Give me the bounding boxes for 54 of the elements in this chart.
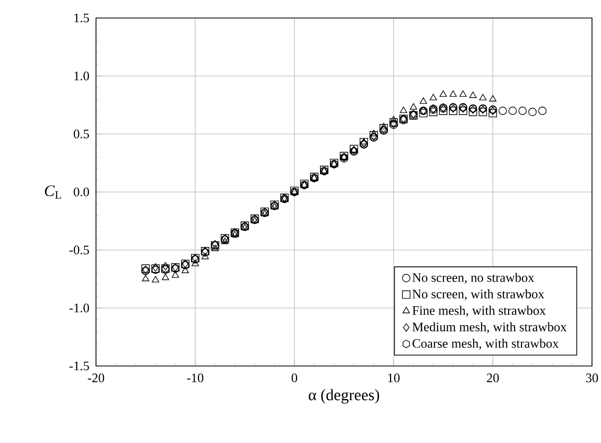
point	[518, 106, 527, 115]
x-tick-label: -10	[187, 374, 204, 382]
y-tick-label: 0.0	[74, 188, 89, 196]
point	[430, 94, 437, 100]
point	[400, 106, 408, 114]
y-tick-label: 1.0	[74, 72, 89, 80]
point	[182, 266, 189, 274]
point	[192, 260, 199, 266]
point	[221, 238, 229, 244]
y-tick-label: -1.5	[69, 362, 89, 370]
legend-label: No screen, with strawbox	[412, 289, 544, 300]
point	[419, 108, 428, 118]
y-tick-label: 0.5	[74, 130, 89, 138]
point	[458, 106, 468, 115]
point	[488, 108, 497, 118]
point	[390, 116, 398, 122]
point	[162, 274, 170, 280]
point	[468, 108, 478, 116]
point	[429, 108, 438, 116]
point	[142, 274, 150, 282]
point	[152, 276, 160, 282]
point	[439, 106, 448, 115]
x-tick-label: 10	[388, 374, 400, 382]
point	[478, 108, 488, 116]
legend-label: No screen, no strawbox	[412, 272, 534, 284]
point	[459, 90, 467, 97]
point	[201, 252, 209, 260]
y-tick-label: 1.5	[74, 14, 89, 22]
x-axis-title: α (degrees)	[308, 389, 380, 404]
y-tick-label: -0.5	[69, 246, 89, 254]
legend-label: Fine mesh, with strawbox	[412, 306, 546, 317]
point	[448, 106, 458, 115]
point	[172, 271, 179, 278]
legend-label: Coarse mesh, with strawbox	[412, 338, 559, 350]
point	[449, 90, 457, 97]
point	[489, 95, 496, 102]
point	[162, 262, 169, 270]
x-tick-label: -20	[88, 374, 104, 382]
point	[528, 108, 537, 116]
y-axis-title: C$_{L}$	[44, 185, 61, 199]
point	[440, 90, 447, 97]
point	[420, 97, 427, 104]
point	[538, 106, 547, 115]
point	[508, 106, 517, 115]
y-tick-label: -1.0	[69, 304, 89, 312]
point	[469, 92, 477, 98]
x-tick-label: 20	[486, 374, 499, 382]
point	[410, 103, 418, 110]
point	[211, 244, 219, 252]
legend-label: Medium mesh, with strawbox	[412, 322, 567, 334]
x-tick-label: 30	[586, 374, 598, 382]
x-tick-label: 0	[292, 374, 298, 382]
point	[498, 106, 507, 115]
point	[479, 94, 487, 100]
